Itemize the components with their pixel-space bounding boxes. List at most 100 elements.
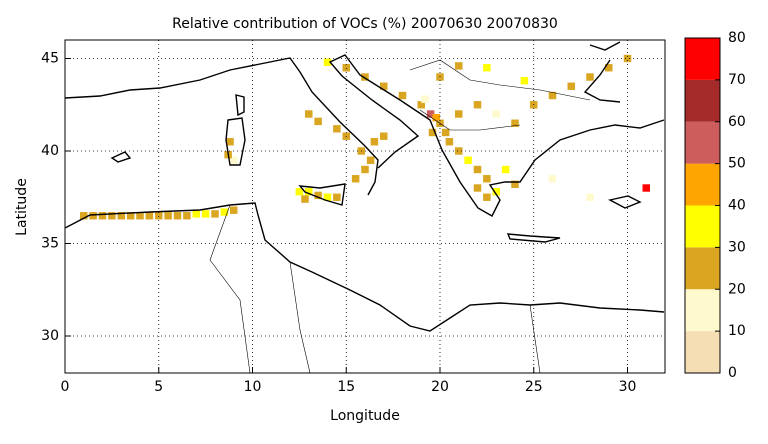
data-cell — [192, 210, 200, 218]
data-cell — [380, 82, 388, 90]
data-cell — [220, 208, 229, 216]
colorbar-segment — [685, 121, 720, 164]
colorbar-tick-label: 70 — [728, 72, 746, 88]
data-cell — [511, 180, 519, 188]
corsica — [235, 94, 245, 117]
europe-west-coast — [65, 54, 665, 217]
y-tick-label: 45 — [41, 51, 59, 67]
data-cell — [370, 138, 379, 146]
data-cell — [314, 117, 322, 126]
colorbar-segment — [685, 205, 720, 248]
x-tick-label: 20 — [431, 379, 449, 395]
data-cell — [361, 73, 369, 81]
data-cell — [301, 195, 309, 203]
y-tick-label: 35 — [41, 236, 59, 252]
data-cell — [455, 147, 463, 155]
y-tick-label: 40 — [41, 143, 59, 159]
data-cell — [361, 165, 369, 174]
data-cell — [173, 212, 182, 220]
colorbar-tick-label: 30 — [728, 239, 746, 255]
y-axis-label: Latitude — [14, 178, 30, 236]
data-cell — [398, 91, 407, 100]
data-cell — [492, 188, 500, 196]
sicily — [298, 183, 346, 206]
data-cell — [323, 58, 332, 66]
data-cell — [342, 64, 350, 72]
x-axis-label: Longitude — [330, 408, 400, 424]
data-cell — [305, 110, 313, 118]
data-cell — [80, 212, 88, 220]
data-cell — [483, 193, 491, 201]
data-cell — [314, 191, 322, 200]
data-cells — [80, 54, 650, 220]
data-cell — [333, 125, 341, 133]
data-cell — [98, 212, 107, 220]
data-cell — [473, 101, 482, 109]
x-tick-label: 5 — [154, 379, 163, 395]
data-cell — [295, 188, 304, 196]
data-cell — [441, 128, 450, 137]
colorbar-tick-label: 50 — [728, 156, 746, 172]
chart-title: Relative contribution of VOCs (%) 200706… — [172, 16, 558, 32]
data-cell — [323, 193, 332, 201]
data-cell — [211, 210, 219, 218]
data-cell — [586, 73, 594, 81]
y-tick-label: 30 — [41, 328, 59, 344]
data-cell — [464, 156, 472, 164]
data-cell — [642, 184, 650, 192]
data-cell — [511, 119, 519, 127]
data-cell — [421, 95, 429, 103]
x-tick-label: 0 — [61, 379, 70, 395]
data-cell — [483, 175, 491, 183]
data-cell — [230, 156, 238, 164]
north-africa-coast — [65, 202, 665, 332]
plot-frame — [64, 39, 666, 374]
data-cell — [426, 110, 435, 118]
data-cell — [605, 64, 613, 72]
data-cell — [520, 77, 529, 85]
crete — [506, 233, 561, 243]
data-cell — [432, 114, 440, 122]
colorbar-tick-label: 20 — [728, 281, 746, 297]
colorbar-segment — [685, 331, 720, 373]
data-cell — [492, 110, 500, 118]
data-cell — [155, 212, 163, 220]
cyprus — [608, 195, 642, 209]
data-cell — [145, 212, 154, 220]
coastlines — [65, 41, 665, 373]
data-cell — [333, 193, 341, 201]
data-cell — [445, 138, 454, 146]
data-cell — [483, 64, 491, 72]
data-cell — [623, 54, 632, 63]
data-cell — [548, 91, 557, 100]
data-cell — [548, 175, 557, 183]
data-cell — [117, 212, 125, 220]
colorbar-segment — [685, 79, 720, 122]
data-cell — [351, 175, 360, 183]
sardinia — [225, 117, 246, 166]
data-cell — [380, 132, 388, 140]
x-tick-label: 30 — [619, 379, 637, 395]
data-cell — [183, 212, 191, 220]
data-cell — [136, 212, 144, 220]
data-cell — [305, 188, 313, 196]
colorbar-segment — [685, 38, 720, 80]
x-tick-label: 10 — [244, 379, 262, 395]
data-cell — [126, 212, 135, 220]
data-cell — [567, 82, 575, 90]
data-cell — [226, 138, 234, 146]
data-cell — [201, 210, 210, 218]
data-cell — [586, 193, 594, 201]
data-cell — [501, 165, 510, 174]
data-cell — [455, 62, 463, 70]
colorbar-segment — [685, 289, 720, 332]
colorbar-tick-label: 40 — [728, 198, 746, 214]
colorbar-tick-label: 80 — [728, 30, 746, 46]
colorbar-segment — [685, 247, 720, 290]
data-cell — [108, 212, 116, 220]
axes: 0 5 10 15 20 25 30 30 35 40 45 — [41, 40, 665, 395]
black-sea-coast — [583, 41, 621, 103]
colorbar-segment — [685, 163, 720, 206]
data-cell — [366, 156, 375, 164]
